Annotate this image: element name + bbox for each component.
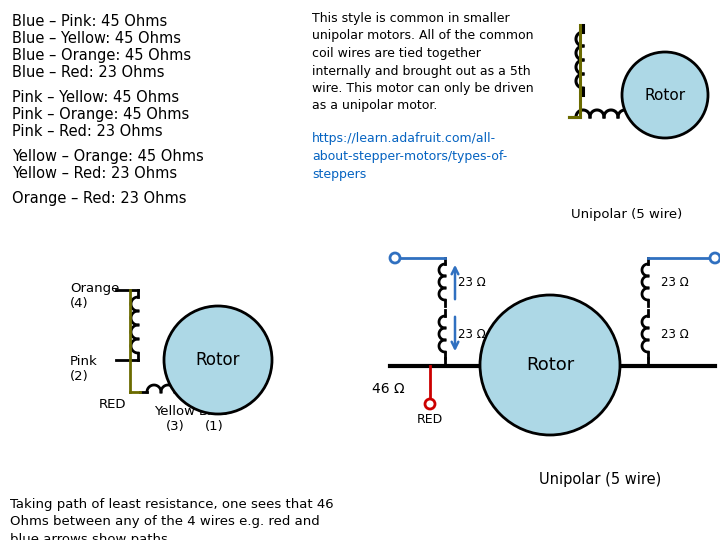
Text: This style is common in smaller
unipolar motors. All of the common
coil wires ar: This style is common in smaller unipolar… [312, 12, 534, 112]
Text: Pink – Orange: 45 Ohms: Pink – Orange: 45 Ohms [12, 107, 189, 122]
Text: Pink
(2): Pink (2) [70, 355, 98, 383]
Text: 23 Ω: 23 Ω [661, 327, 689, 341]
Text: 23 Ω: 23 Ω [458, 275, 486, 288]
Text: Pink – Yellow: 45 Ohms: Pink – Yellow: 45 Ohms [12, 90, 179, 105]
Circle shape [390, 253, 400, 263]
Text: Blue – Red: 23 Ohms: Blue – Red: 23 Ohms [12, 65, 164, 80]
Circle shape [164, 306, 272, 414]
Text: Yellow
(3): Yellow (3) [155, 405, 196, 433]
Circle shape [425, 399, 435, 409]
Text: 46 Ω: 46 Ω [372, 382, 405, 396]
Text: Pink – Red: 23 Ohms: Pink – Red: 23 Ohms [12, 124, 163, 139]
Text: Rotor: Rotor [526, 356, 574, 374]
Text: Yellow – Red: 23 Ohms: Yellow – Red: 23 Ohms [12, 166, 177, 181]
Text: Orange – Red: 23 Ohms: Orange – Red: 23 Ohms [12, 191, 186, 206]
Text: Rotor: Rotor [196, 351, 240, 369]
Circle shape [480, 295, 620, 435]
Text: Unipolar (5 wire): Unipolar (5 wire) [572, 208, 683, 221]
Text: Yellow – Orange: 45 Ohms: Yellow – Orange: 45 Ohms [12, 149, 204, 164]
Text: Taking path of least resistance, one sees that 46
Ohms between any of the 4 wire: Taking path of least resistance, one see… [10, 498, 333, 540]
Text: 23 Ω: 23 Ω [458, 327, 486, 341]
Text: https://learn.adafruit.com/all-
about-stepper-motors/types-of-
steppers: https://learn.adafruit.com/all- about-st… [312, 132, 508, 181]
Text: Blue – Pink: 45 Ohms: Blue – Pink: 45 Ohms [12, 14, 167, 29]
Text: Unipolar (5 wire): Unipolar (5 wire) [539, 472, 661, 487]
Circle shape [710, 253, 720, 263]
Text: RED: RED [99, 398, 126, 411]
Text: Rotor: Rotor [644, 87, 685, 103]
Text: Orange
(4): Orange (4) [70, 282, 120, 310]
Text: Blue
(1): Blue (1) [199, 405, 229, 433]
Text: Blue – Orange: 45 Ohms: Blue – Orange: 45 Ohms [12, 48, 191, 63]
Text: RED: RED [417, 413, 443, 426]
Circle shape [622, 52, 708, 138]
Text: Blue – Yellow: 45 Ohms: Blue – Yellow: 45 Ohms [12, 31, 181, 46]
Text: 23 Ω: 23 Ω [661, 275, 689, 288]
